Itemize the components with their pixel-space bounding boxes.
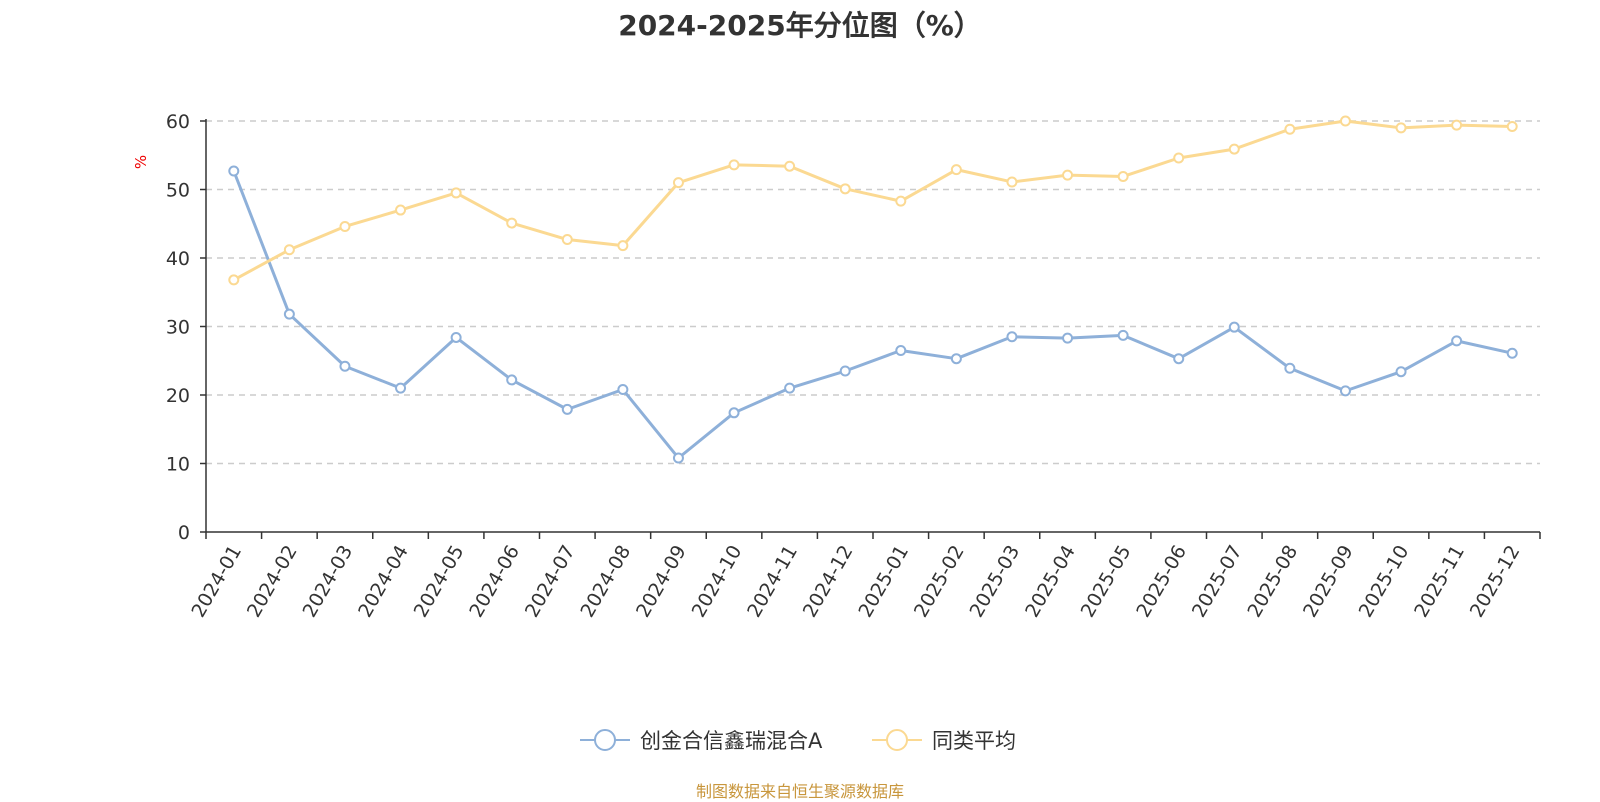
data-point[interactable]	[339, 220, 351, 232]
x-tick-label: 2024-08	[576, 542, 635, 622]
y-tick-label: 30	[166, 317, 190, 339]
data-point[interactable]	[506, 374, 518, 386]
series-line	[232, 170, 1513, 460]
x-tick-label: 2024-10	[688, 542, 747, 622]
data-point[interactable]	[950, 164, 962, 176]
x-tick-label: 2024-09	[632, 542, 691, 622]
data-point[interactable]	[839, 183, 851, 195]
data-point[interactable]	[839, 365, 851, 377]
x-tick-label: 2025-09	[1299, 542, 1358, 622]
y-tick-label: 20	[166, 385, 190, 407]
data-point[interactable]	[1339, 115, 1351, 127]
y-tick-label: 40	[166, 248, 190, 270]
data-point[interactable]	[228, 274, 240, 286]
data-point[interactable]	[1173, 353, 1185, 365]
data-point[interactable]	[506, 217, 518, 229]
data-point[interactable]	[672, 452, 684, 464]
data-point[interactable]	[450, 187, 462, 199]
data-point[interactable]	[1117, 329, 1129, 341]
series-layer	[228, 115, 1518, 464]
data-point[interactable]	[1228, 143, 1240, 155]
series-2	[228, 115, 1518, 286]
data-point[interactable]	[395, 204, 407, 216]
legend-label: 同类平均	[932, 729, 1016, 753]
data-point[interactable]	[1173, 152, 1185, 164]
series-line	[233, 119, 1513, 282]
x-tick-label: 2024-01	[187, 542, 246, 622]
data-point[interactable]	[283, 244, 295, 256]
data-point[interactable]	[617, 240, 629, 252]
data-point[interactable]	[617, 384, 629, 396]
x-tick-label: 2025-02	[910, 542, 969, 622]
data-point[interactable]	[450, 331, 462, 343]
data-point[interactable]	[1284, 123, 1296, 135]
x-tick-label: 2024-06	[465, 542, 524, 622]
data-point[interactable]	[784, 382, 796, 394]
data-point[interactable]	[1395, 366, 1407, 378]
data-point[interactable]	[1062, 332, 1074, 344]
data-point[interactable]	[1284, 362, 1296, 374]
data-point[interactable]	[561, 234, 573, 246]
source-note: 制图数据来自恒生聚源数据库	[695, 782, 904, 801]
y-axis-unit-label: %	[132, 155, 150, 169]
x-tick-label: 2025-06	[1132, 542, 1191, 622]
x-tick-label: 2024-07	[521, 542, 580, 622]
legend-marker-icon	[886, 729, 908, 751]
legend-label: 创金合信鑫瑞混合A	[640, 729, 823, 753]
x-tick-label: 2024-02	[243, 542, 302, 622]
legend[interactable]: 创金合信鑫瑞混合A 同类平均	[580, 729, 1016, 753]
data-point[interactable]	[1395, 122, 1407, 134]
x-tick-label: 2025-03	[966, 542, 1025, 622]
data-point[interactable]	[561, 403, 573, 415]
x-tick-label: 2024-05	[410, 542, 469, 622]
x-tick-label: 2025-10	[1355, 542, 1414, 622]
data-point[interactable]	[1006, 176, 1018, 188]
data-point[interactable]	[228, 165, 240, 177]
x-tick-label: 2024-04	[354, 542, 413, 622]
y-tick-label: 0	[178, 522, 190, 544]
data-point[interactable]	[728, 407, 740, 419]
x-tick-label: 2024-03	[299, 542, 358, 622]
grid-lines	[206, 120, 1540, 465]
data-point[interactable]	[1339, 385, 1351, 397]
x-tick-label: 2025-12	[1466, 542, 1525, 622]
x-tick-label: 2025-11	[1410, 542, 1469, 622]
data-point[interactable]	[1451, 335, 1463, 347]
data-point[interactable]	[672, 177, 684, 189]
y-tick-label: 10	[166, 454, 190, 476]
x-tick-label: 2024-11	[743, 542, 802, 622]
x-tick-label: 2025-01	[854, 542, 913, 622]
x-tick-label: 2025-07	[1188, 542, 1247, 622]
series-1	[228, 165, 1518, 464]
x-tick-label: 2024-12	[799, 542, 858, 622]
data-point[interactable]	[395, 382, 407, 394]
data-point[interactable]	[1117, 170, 1129, 182]
legend-item-2[interactable]: 同类平均	[872, 729, 1016, 753]
x-tick-label: 2025-04	[1021, 542, 1080, 622]
data-point[interactable]	[1506, 120, 1518, 132]
data-point[interactable]	[339, 360, 351, 372]
data-point[interactable]	[1451, 119, 1463, 131]
data-point[interactable]	[1062, 169, 1074, 181]
legend-marker-icon	[594, 729, 616, 751]
data-point[interactable]	[1228, 321, 1240, 333]
data-point[interactable]	[950, 353, 962, 365]
data-point[interactable]	[895, 344, 907, 356]
x-tick-label: 2025-08	[1243, 542, 1302, 622]
data-point[interactable]	[784, 160, 796, 172]
data-point[interactable]	[895, 195, 907, 207]
data-point[interactable]	[1006, 331, 1018, 343]
data-point[interactable]	[283, 308, 295, 320]
x-tick-label: 2025-05	[1077, 542, 1136, 622]
data-point[interactable]	[728, 159, 740, 171]
y-tick-label: 50	[166, 180, 190, 202]
y-tick-label: 60	[166, 111, 190, 133]
data-point[interactable]	[1506, 347, 1518, 359]
legend-item-1[interactable]: 创金合信鑫瑞混合A	[580, 729, 823, 753]
chart-title: 2024-2025年分位图（%）	[618, 9, 982, 42]
